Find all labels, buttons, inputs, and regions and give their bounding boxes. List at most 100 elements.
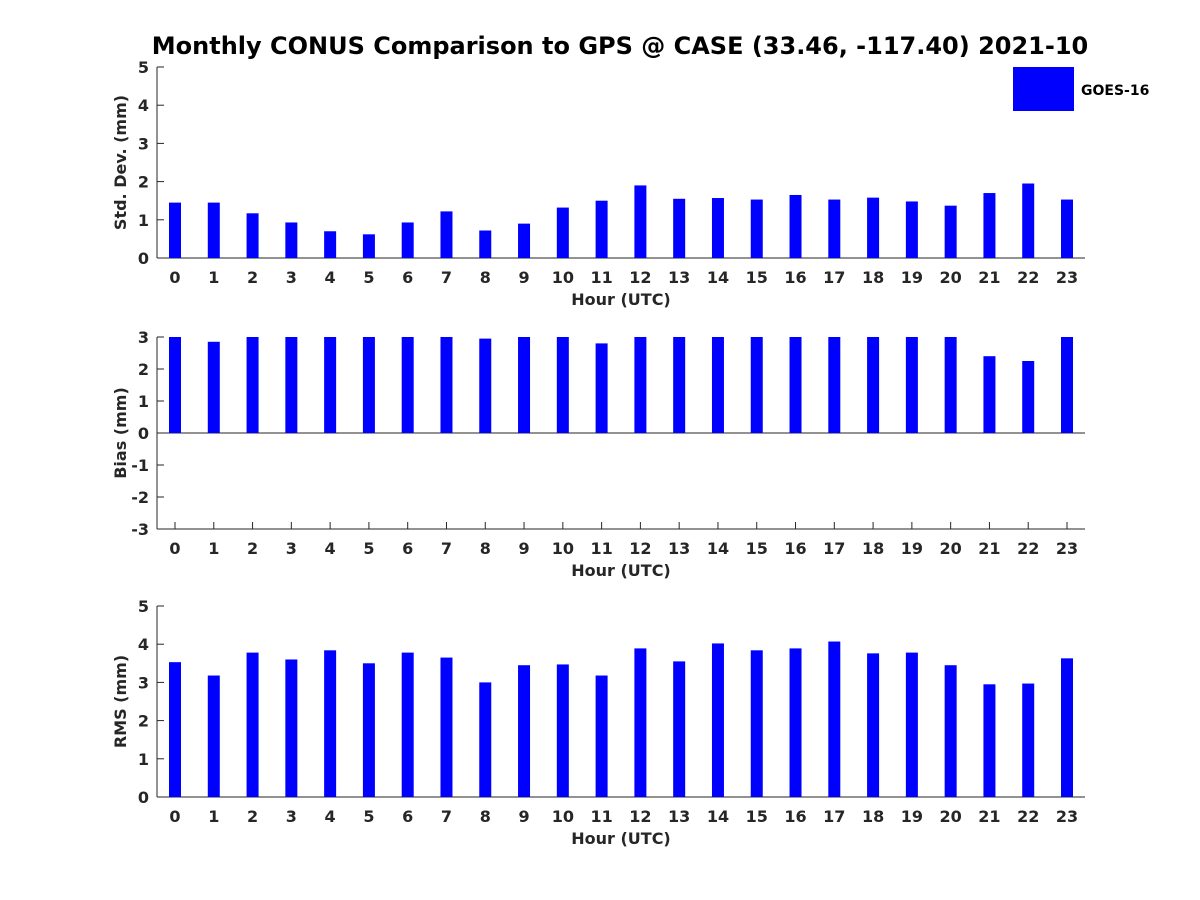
bar-hour-18	[867, 653, 880, 797]
bar-hour-1	[207, 675, 220, 797]
x-tick-label: 22	[1017, 807, 1039, 826]
legend-label: GOES-16	[1081, 83, 1149, 99]
x-tick-label: 19	[901, 807, 923, 826]
figure-title: Monthly CONUS Comparison to GPS @ CASE (…	[152, 32, 1088, 60]
y-tick-label: 2	[138, 173, 149, 192]
x-tick-label: 5	[363, 539, 374, 558]
bar-hour-4	[324, 337, 337, 433]
x-tick-label: 19	[901, 539, 923, 558]
bar-hour-4	[324, 650, 337, 797]
x-tick-label: 1	[208, 539, 219, 558]
bar-hour-5	[362, 663, 375, 797]
bar-hour-9	[518, 665, 531, 797]
bar-hour-14	[711, 337, 724, 433]
x-tick-label: 10	[552, 539, 574, 558]
bar-hour-23	[1061, 199, 1073, 258]
bar-hour-21	[983, 193, 996, 258]
y-tick-label: -3	[131, 520, 149, 539]
bar-hour-20	[944, 665, 957, 797]
x-tick-label: 2	[247, 807, 258, 826]
bar-hour-13	[673, 198, 686, 258]
bar-hour-15	[750, 199, 763, 258]
y-tick-label: 0	[138, 249, 149, 268]
x-tick-label: 17	[823, 807, 845, 826]
x-tick-label: 15	[746, 268, 768, 287]
x-tick-label: 17	[823, 268, 845, 287]
x-axis-label: Hour (UTC)	[571, 829, 671, 848]
x-tick-label: 23	[1056, 539, 1078, 558]
x-tick-label: 21	[978, 539, 1000, 558]
bar-hour-5	[362, 234, 375, 258]
x-tick-label: 8	[480, 268, 491, 287]
bar-hour-4	[324, 231, 337, 258]
bar-hour-22	[1022, 361, 1035, 433]
bar-hour-16	[789, 648, 802, 797]
bar-hour-6	[401, 222, 414, 258]
x-tick-label: 13	[668, 539, 690, 558]
bar-hour-0	[169, 202, 181, 258]
x-tick-label: 16	[784, 807, 806, 826]
bar-hour-11	[595, 200, 608, 258]
x-tick-label: 20	[940, 807, 962, 826]
bar-hour-14	[711, 198, 724, 258]
bar-hour-0	[169, 662, 181, 797]
bar-hour-20	[944, 205, 957, 258]
bar-hour-18	[867, 337, 880, 433]
x-tick-label: 4	[325, 539, 336, 558]
x-tick-label: 13	[668, 807, 690, 826]
x-tick-label: 12	[629, 539, 651, 558]
x-tick-label: 15	[746, 807, 768, 826]
bar-hour-20	[944, 337, 957, 433]
x-tick-label: 3	[286, 268, 297, 287]
x-tick-label: 9	[518, 807, 529, 826]
bar-hour-22	[1022, 183, 1035, 258]
bar-hour-23	[1061, 337, 1073, 433]
x-tick-label: 10	[552, 268, 574, 287]
bar-hour-21	[983, 684, 996, 797]
bar-hour-13	[673, 337, 686, 433]
y-tick-label: 5	[138, 597, 149, 616]
y-axis-label: Std. Dev. (mm)	[111, 95, 130, 230]
bar-hour-17	[828, 199, 841, 258]
x-tick-label: 7	[441, 539, 452, 558]
y-tick-label: 3	[138, 673, 149, 692]
x-tick-label: 2	[247, 268, 258, 287]
x-axis-label: Hour (UTC)	[571, 290, 671, 309]
x-tick-label: 20	[940, 539, 962, 558]
x-tick-label: 0	[169, 268, 180, 287]
bar-hour-8	[479, 338, 492, 433]
bar-hour-7	[440, 657, 453, 797]
bar-hour-15	[750, 650, 763, 797]
x-tick-label: 22	[1017, 268, 1039, 287]
y-axis-label: RMS (mm)	[111, 655, 130, 748]
x-tick-label: 18	[862, 539, 884, 558]
x-tick-label: 16	[784, 539, 806, 558]
x-tick-label: 7	[441, 268, 452, 287]
x-tick-label: 2	[247, 539, 258, 558]
bar-hour-6	[401, 652, 414, 797]
y-tick-label: 5	[138, 58, 149, 77]
x-tick-label: 6	[402, 268, 413, 287]
x-tick-label: 8	[480, 539, 491, 558]
bar-hour-11	[595, 343, 608, 433]
x-tick-label: 11	[590, 268, 612, 287]
legend: GOES-16	[1013, 67, 1149, 111]
x-tick-label: 5	[363, 807, 374, 826]
x-tick-label: 18	[862, 807, 884, 826]
bar-hour-16	[789, 337, 802, 433]
x-tick-label: 1	[208, 268, 219, 287]
y-tick-label: 2	[138, 712, 149, 731]
x-tick-label: 23	[1056, 807, 1078, 826]
bar-hour-3	[285, 659, 298, 797]
bar-hour-12	[634, 648, 647, 797]
bar-hour-3	[285, 337, 298, 433]
bar-hour-13	[673, 661, 686, 797]
y-tick-label: 3	[138, 328, 149, 347]
x-tick-label: 15	[746, 539, 768, 558]
x-tick-label: 13	[668, 268, 690, 287]
x-tick-label: 20	[940, 268, 962, 287]
x-tick-label: 4	[325, 268, 336, 287]
bar-hour-19	[905, 201, 918, 258]
